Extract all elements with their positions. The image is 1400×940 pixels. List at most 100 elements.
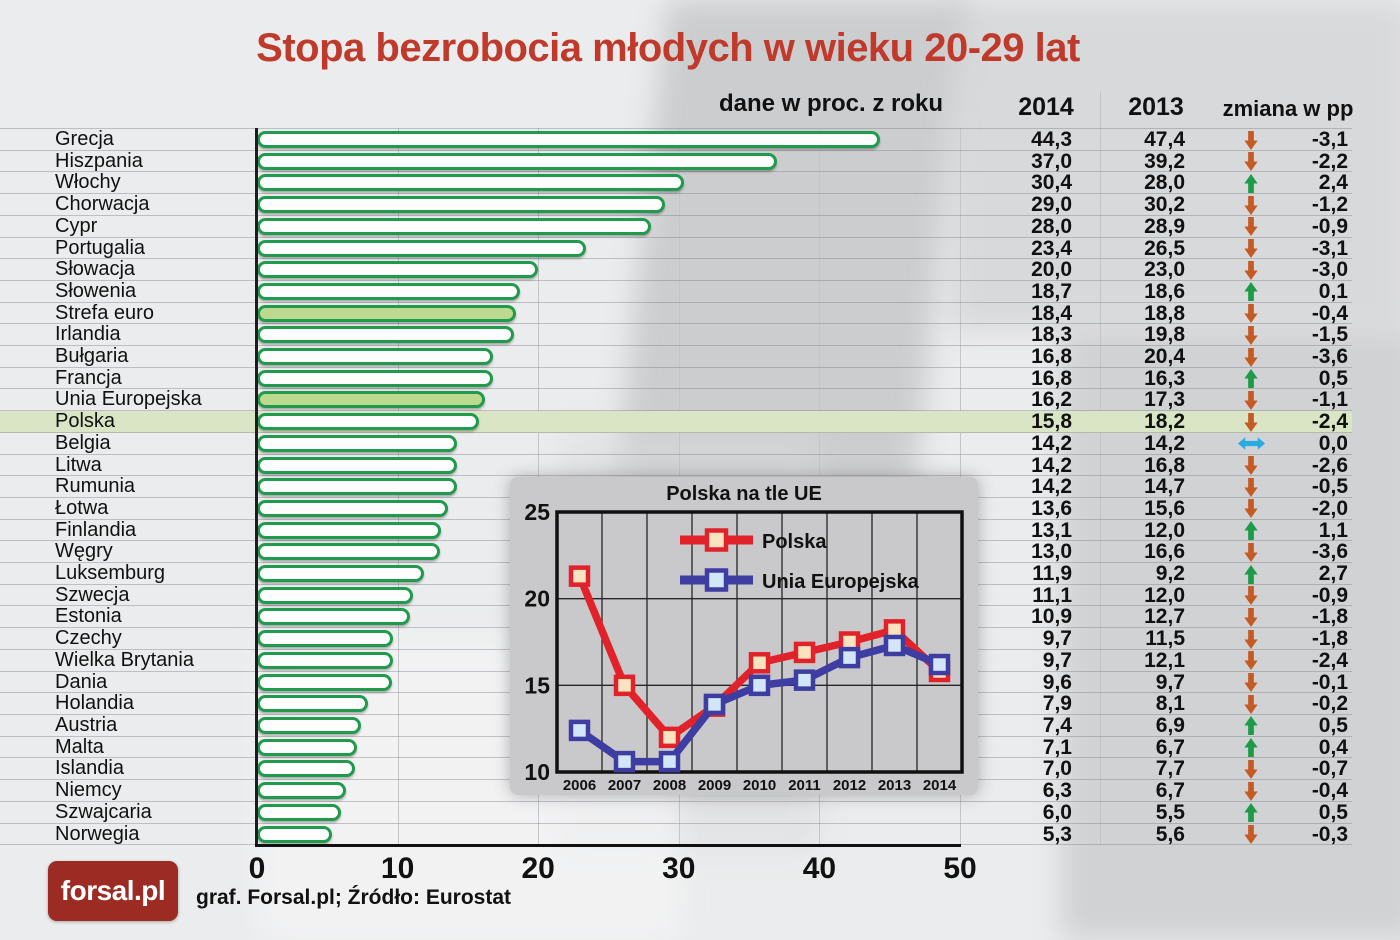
change-value: -0,5 bbox=[1311, 475, 1348, 499]
change-value: -3,1 bbox=[1311, 236, 1348, 260]
value-2013: 12,0 bbox=[1144, 518, 1185, 542]
table-row: Włochy 30,4 28,0 2,4 bbox=[0, 171, 1352, 195]
legend-marker bbox=[704, 528, 729, 552]
change-value: -0,9 bbox=[1311, 583, 1348, 607]
country-label: Strefa euro bbox=[55, 301, 154, 324]
value-2014: 16,8 bbox=[1031, 345, 1072, 369]
inset-x-tick: 2008 bbox=[653, 777, 686, 794]
trend-down-icon bbox=[1237, 195, 1265, 215]
unemployment-bar bbox=[257, 217, 651, 235]
change-value: -0,3 bbox=[1311, 822, 1348, 846]
inset-x-tick: 2007 bbox=[608, 777, 641, 794]
trend-down-icon bbox=[1237, 499, 1265, 519]
table-row: Unia Europejska 16,2 17,3 -1,1 bbox=[0, 388, 1352, 412]
value-2013: 14,7 bbox=[1144, 475, 1185, 499]
trend-down-icon bbox=[1237, 694, 1265, 714]
value-2014: 37,0 bbox=[1031, 149, 1072, 173]
unemployment-bar bbox=[257, 152, 778, 170]
unemployment-bar bbox=[257, 586, 414, 604]
unemployment-bar bbox=[257, 478, 457, 496]
trend-down-icon bbox=[1237, 759, 1265, 779]
unemployment-bar bbox=[257, 565, 425, 583]
data-point-marker bbox=[748, 674, 771, 697]
value-2014: 9,6 bbox=[1042, 670, 1072, 694]
unemployment-bar bbox=[257, 261, 539, 279]
unemployment-bar bbox=[257, 521, 442, 539]
country-label: Dania bbox=[55, 670, 108, 693]
unemployment-bar bbox=[257, 174, 685, 192]
x-tick-label: 10 bbox=[380, 852, 415, 885]
inset-x-tick: 2010 bbox=[743, 777, 776, 794]
inset-y-tick: 15 bbox=[524, 672, 550, 698]
inset-x-tick: 2011 bbox=[788, 777, 821, 794]
x-tick-label: 0 bbox=[248, 852, 266, 885]
country-label: Rumunia bbox=[55, 475, 136, 498]
value-2013: 6,7 bbox=[1155, 735, 1185, 759]
country-label: Finlandia bbox=[55, 518, 137, 541]
value-2014: 14,2 bbox=[1031, 431, 1072, 455]
legend-label: Unia Europejska bbox=[762, 571, 920, 593]
change-value: 0,0 bbox=[1318, 431, 1348, 455]
change-value: -1,8 bbox=[1311, 627, 1348, 651]
change-value: 0,4 bbox=[1318, 735, 1348, 759]
change-value: -3,1 bbox=[1311, 128, 1348, 151]
table-row: Luksemburg 11,9 9,2 2,7 bbox=[0, 563, 1352, 585]
trend-down-icon bbox=[1237, 130, 1265, 150]
table-row: Łotwa 13,6 15,6 -2,0 bbox=[0, 498, 1352, 520]
change-value: 0,1 bbox=[1318, 279, 1348, 303]
value-2014: 7,1 bbox=[1042, 735, 1072, 759]
unemployment-bar bbox=[257, 196, 665, 214]
inset-y-tick: 25 bbox=[524, 499, 550, 525]
country-label: Estonia bbox=[55, 605, 122, 628]
inset-chart-title: Polska na tle UE bbox=[666, 483, 822, 505]
trend-down-icon bbox=[1237, 304, 1265, 324]
trend-down-icon bbox=[1237, 152, 1265, 172]
column-separator bbox=[1100, 92, 1101, 845]
value-2014: 16,2 bbox=[1031, 388, 1072, 412]
unemployment-bar bbox=[257, 413, 480, 431]
data-point-marker bbox=[658, 750, 681, 773]
value-2013: 16,6 bbox=[1144, 540, 1185, 564]
value-2014: 30,4 bbox=[1031, 171, 1072, 195]
value-2014: 13,0 bbox=[1031, 540, 1072, 564]
unemployment-bar bbox=[257, 239, 586, 257]
data-point-marker bbox=[568, 565, 591, 587]
trend-down-icon bbox=[1237, 390, 1265, 410]
unemployment-bar bbox=[257, 738, 357, 756]
change-value: -2,0 bbox=[1311, 496, 1348, 520]
data-point-marker bbox=[883, 634, 906, 657]
value-2013: 18,8 bbox=[1144, 301, 1185, 325]
value-2014: 16,8 bbox=[1031, 366, 1072, 390]
trend-up-icon bbox=[1237, 716, 1265, 736]
value-2013: 5,6 bbox=[1155, 822, 1185, 846]
value-2014: 14,2 bbox=[1031, 453, 1072, 477]
change-value: -0,9 bbox=[1311, 214, 1348, 238]
value-2014: 20,0 bbox=[1031, 258, 1072, 282]
table-row: Rumunia 14,2 14,7 -0,5 bbox=[0, 476, 1352, 498]
table-row: Grecja 44,3 47,4 -3,1 bbox=[0, 129, 1352, 151]
value-2013: 20,4 bbox=[1144, 345, 1185, 369]
change-value: -3,0 bbox=[1311, 258, 1348, 282]
country-label: Austria bbox=[55, 713, 118, 736]
change-value: -2,4 bbox=[1311, 648, 1348, 672]
value-2014: 29,0 bbox=[1031, 193, 1072, 217]
value-2014: 23,4 bbox=[1031, 236, 1072, 260]
country-label: Islandia bbox=[55, 757, 124, 780]
data-point-marker bbox=[748, 652, 771, 674]
value-2013: 5,5 bbox=[1155, 800, 1185, 824]
value-2014: 18,3 bbox=[1031, 323, 1072, 347]
forsal-logo-text: forsal.pl bbox=[60, 875, 166, 906]
unemployment-bar bbox=[257, 499, 449, 517]
table-row: Polska 15,8 18,2 -2,4 bbox=[0, 411, 1352, 433]
change-value: 1,1 bbox=[1318, 518, 1348, 542]
country-label: Niemcy bbox=[55, 779, 122, 802]
x-tick-label: 20 bbox=[521, 852, 555, 885]
unemployment-bar bbox=[257, 673, 392, 691]
country-label: Słowenia bbox=[55, 279, 137, 302]
trend-up-icon bbox=[1237, 521, 1265, 541]
value-2014: 10,9 bbox=[1031, 605, 1072, 629]
country-label: Słowacja bbox=[55, 258, 136, 281]
inset-y-tick: 20 bbox=[524, 586, 550, 612]
value-2014: 9,7 bbox=[1042, 627, 1072, 651]
inset-x-tick: 2009 bbox=[698, 777, 731, 794]
